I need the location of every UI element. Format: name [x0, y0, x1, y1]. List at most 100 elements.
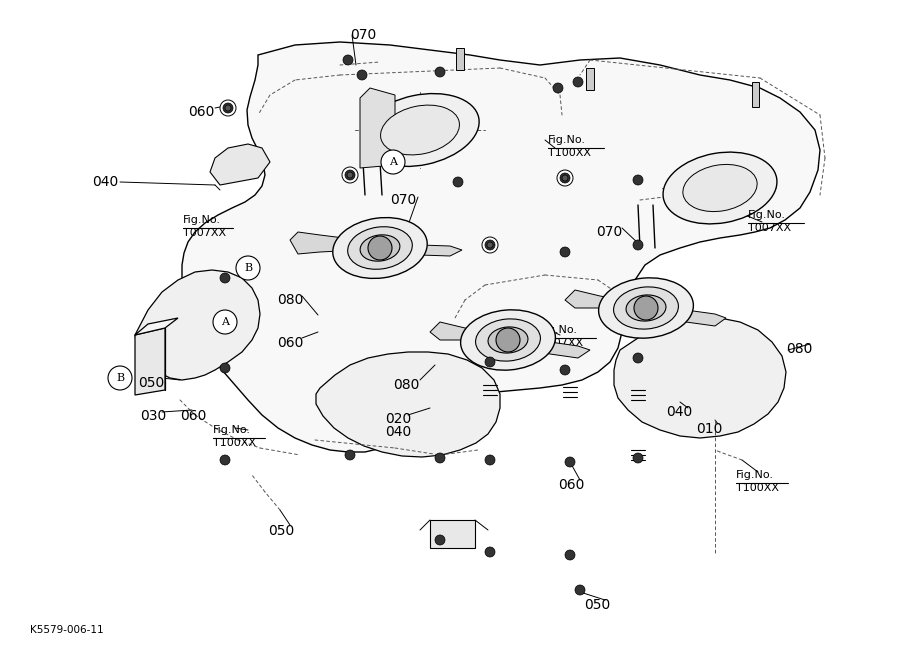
- Circle shape: [557, 170, 573, 186]
- Circle shape: [357, 70, 367, 80]
- Text: 020: 020: [385, 412, 411, 426]
- Ellipse shape: [361, 93, 479, 167]
- Text: T007XX: T007XX: [183, 228, 226, 238]
- Text: Fig.No.: Fig.No.: [548, 135, 586, 145]
- Circle shape: [108, 366, 132, 390]
- Text: 050: 050: [268, 524, 294, 538]
- Ellipse shape: [475, 319, 540, 361]
- Text: 060: 060: [188, 105, 214, 119]
- Text: T100XX: T100XX: [736, 483, 779, 493]
- Circle shape: [633, 353, 643, 363]
- Bar: [456, 48, 464, 70]
- Circle shape: [453, 177, 463, 187]
- Ellipse shape: [663, 152, 777, 224]
- Polygon shape: [360, 88, 395, 168]
- Text: Fig.No.: Fig.No.: [736, 470, 774, 480]
- Circle shape: [560, 173, 570, 183]
- Text: T007XX: T007XX: [748, 223, 791, 233]
- Circle shape: [236, 256, 260, 280]
- Circle shape: [223, 103, 233, 113]
- Text: 080: 080: [786, 342, 812, 356]
- Polygon shape: [135, 318, 178, 335]
- Text: 030: 030: [140, 409, 166, 423]
- Ellipse shape: [333, 217, 427, 278]
- Ellipse shape: [460, 310, 555, 370]
- Circle shape: [485, 547, 495, 557]
- Circle shape: [345, 450, 355, 460]
- Circle shape: [435, 535, 445, 545]
- Text: T100XX: T100XX: [213, 438, 256, 448]
- Text: B: B: [116, 373, 124, 383]
- Circle shape: [633, 453, 643, 463]
- Text: 050: 050: [138, 376, 165, 390]
- Text: K5579-006-11: K5579-006-11: [30, 625, 104, 635]
- Ellipse shape: [488, 327, 528, 353]
- Circle shape: [345, 170, 355, 180]
- Text: B: B: [244, 263, 252, 273]
- Ellipse shape: [380, 105, 460, 155]
- Ellipse shape: [347, 227, 413, 269]
- Circle shape: [560, 247, 570, 257]
- Circle shape: [342, 167, 358, 183]
- Text: A: A: [221, 317, 229, 327]
- Circle shape: [220, 363, 230, 373]
- Circle shape: [220, 455, 230, 465]
- Polygon shape: [614, 318, 786, 438]
- Text: 010: 010: [696, 422, 722, 436]
- Text: 060: 060: [277, 336, 303, 350]
- Ellipse shape: [360, 235, 400, 261]
- Text: A: A: [389, 157, 397, 167]
- Circle shape: [562, 175, 568, 181]
- Circle shape: [485, 455, 495, 465]
- Polygon shape: [135, 328, 165, 395]
- Circle shape: [633, 175, 643, 185]
- Circle shape: [633, 240, 643, 250]
- Circle shape: [220, 100, 236, 116]
- Text: 060: 060: [180, 409, 207, 423]
- Text: 080: 080: [393, 378, 419, 392]
- Text: 040: 040: [385, 425, 411, 439]
- Circle shape: [565, 550, 575, 560]
- Circle shape: [343, 55, 353, 65]
- Circle shape: [485, 240, 495, 250]
- Text: T100XX: T100XX: [548, 148, 591, 158]
- Text: 040: 040: [92, 175, 119, 189]
- Polygon shape: [135, 270, 260, 380]
- Text: T007XX: T007XX: [540, 338, 584, 348]
- Circle shape: [482, 237, 498, 253]
- Circle shape: [575, 585, 585, 595]
- Bar: [430, 520, 475, 548]
- Circle shape: [220, 273, 230, 283]
- Circle shape: [565, 457, 575, 467]
- Circle shape: [435, 67, 445, 77]
- Text: 050: 050: [584, 598, 610, 612]
- Circle shape: [225, 105, 231, 111]
- Ellipse shape: [683, 165, 757, 211]
- Circle shape: [347, 172, 353, 178]
- Bar: [752, 82, 759, 107]
- Circle shape: [553, 83, 563, 93]
- Circle shape: [381, 150, 405, 174]
- Text: 060: 060: [558, 478, 584, 492]
- Text: Fig.No.: Fig.No.: [540, 325, 578, 335]
- Text: Fig.No.: Fig.No.: [183, 215, 221, 225]
- Text: 070: 070: [390, 193, 416, 207]
- Circle shape: [213, 310, 237, 334]
- Circle shape: [368, 236, 392, 260]
- Polygon shape: [210, 144, 270, 185]
- Circle shape: [485, 357, 495, 367]
- Ellipse shape: [626, 295, 666, 321]
- Circle shape: [487, 242, 493, 248]
- Text: Fig.No.: Fig.No.: [213, 425, 251, 435]
- Circle shape: [634, 296, 658, 320]
- Ellipse shape: [614, 287, 678, 329]
- Ellipse shape: [598, 278, 694, 338]
- Text: Fig.No.: Fig.No.: [748, 210, 786, 220]
- Polygon shape: [565, 290, 726, 326]
- Polygon shape: [182, 42, 820, 452]
- Text: 080: 080: [277, 293, 303, 307]
- Polygon shape: [290, 232, 462, 256]
- Polygon shape: [430, 322, 590, 358]
- Circle shape: [435, 453, 445, 463]
- Circle shape: [496, 328, 520, 352]
